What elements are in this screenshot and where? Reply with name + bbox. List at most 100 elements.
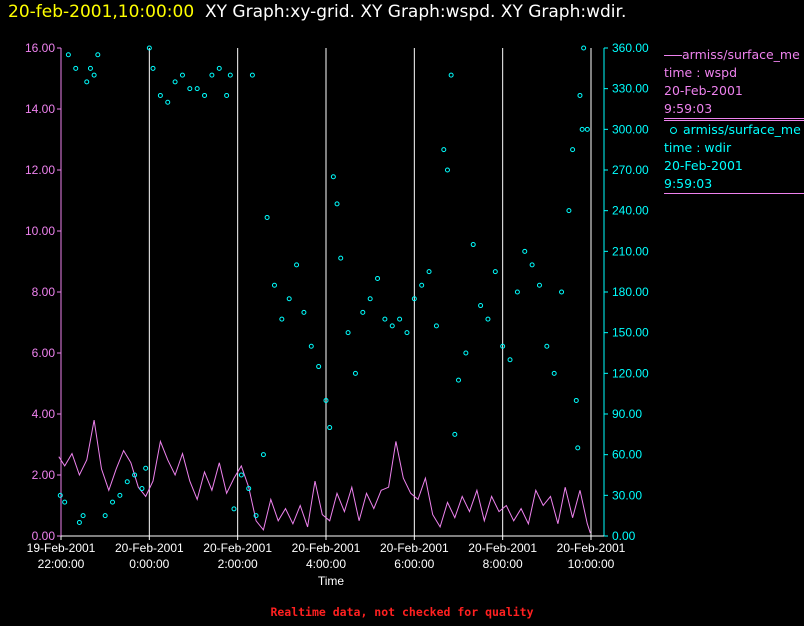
y-left-tick-label: 14.00	[25, 102, 55, 116]
wdir-point	[478, 303, 484, 309]
wdir-point	[544, 343, 550, 349]
wdir-point	[581, 45, 587, 51]
wdir-point	[84, 79, 90, 85]
x-tick-date: 19-Feb-2001	[27, 541, 96, 555]
timestamp-label: 20-feb-2001,10:00:00	[8, 2, 195, 22]
y-left-tick-label: 8.00	[32, 285, 56, 299]
wdir-point	[124, 479, 130, 485]
wdir-point	[485, 316, 491, 322]
wdir-series	[57, 45, 590, 525]
wdir-point	[209, 72, 215, 78]
wdir-point	[352, 370, 358, 376]
wdir-point	[271, 282, 277, 288]
wdir-point	[536, 282, 542, 288]
wdir-point	[294, 262, 300, 268]
legend-dot-swatch	[670, 127, 677, 134]
y-right-tick-label: 270.00	[612, 163, 649, 177]
y-right-tick-label: 0.00	[612, 529, 636, 543]
wdir-point	[433, 323, 439, 329]
legend-wspd-time: 9:59:03	[664, 101, 713, 116]
wdir-point	[522, 248, 528, 254]
x-tick-date: 20-Feb-2001	[292, 541, 361, 555]
wdir-point	[110, 499, 116, 505]
y-right-tick-label: 150.00	[612, 326, 649, 340]
legend-wdir-date: 20-Feb-2001	[664, 158, 743, 173]
wdir-point	[117, 492, 123, 498]
wdir-point	[529, 262, 535, 268]
wdir-point	[579, 126, 585, 132]
y-right-tick-label: 300.00	[612, 122, 649, 136]
wdir-point	[514, 289, 520, 295]
wdir-point	[551, 370, 557, 376]
y-right-tick-label: 360.00	[612, 41, 649, 55]
wdir-point	[249, 72, 255, 78]
wdir-point	[441, 147, 447, 153]
y-left-tick-label: 4.00	[32, 407, 56, 421]
time-axis-ticks: 19-Feb-2001 22:00:00 20-Feb-2001 0:00:00 20-…	[27, 536, 626, 571]
wdir-point	[224, 92, 230, 98]
wdir-point	[150, 65, 156, 71]
y-right-tick-label: 30.00	[612, 488, 642, 502]
wspd-series	[58, 420, 591, 534]
wdir-point	[426, 269, 432, 275]
wdir-point	[91, 72, 97, 78]
wdir-point	[231, 506, 237, 512]
wdir-point	[62, 499, 68, 505]
wdir-point	[382, 316, 388, 322]
wdir-point	[286, 296, 292, 302]
wdir-point	[172, 79, 178, 85]
x-tick-time: 2:00:00	[218, 557, 258, 571]
y-right-tick-label: 120.00	[612, 366, 649, 380]
wdir-point	[367, 296, 373, 302]
wdir-point	[238, 472, 244, 478]
wdir-point	[260, 452, 266, 458]
wdir-point	[87, 65, 93, 71]
wdir-point	[507, 357, 513, 363]
y-left-tick-label: 16.00	[25, 41, 55, 55]
wdir-point	[448, 72, 454, 78]
x-tick-time: 4:00:00	[306, 557, 346, 571]
legend-wspd: armiss/surface_me time : wspd 20-Feb-200…	[664, 46, 804, 119]
wdir-point	[419, 282, 425, 288]
y-right-tick-label: 330.00	[612, 82, 649, 96]
wdir-point	[165, 99, 171, 105]
wdir-point	[411, 296, 417, 302]
wdir-point	[146, 45, 152, 51]
wdir-point	[584, 126, 590, 132]
wdir-point	[345, 330, 351, 336]
wdir-point	[132, 472, 138, 478]
wdir-point	[570, 147, 576, 153]
y-right-tick-label: 180.00	[612, 285, 649, 299]
legend-line-swatch	[664, 55, 682, 56]
wdir-point	[338, 255, 344, 261]
wdir-point	[76, 519, 82, 525]
wdir-point	[334, 201, 340, 207]
wdir-point	[500, 343, 506, 349]
y-left-tick-label: 2.00	[32, 468, 56, 482]
wdir-point	[65, 52, 71, 58]
wdir-point	[360, 309, 366, 315]
wdir-point	[216, 65, 222, 71]
wdir-point	[279, 316, 285, 322]
wdir-point	[57, 492, 63, 498]
wdir-point	[194, 86, 200, 92]
y-right-tick-label: 210.00	[612, 244, 649, 258]
legend-wspd-field: time : wspd	[664, 65, 738, 80]
x-tick-date: 20-Feb-2001	[557, 541, 626, 555]
legend-wdir-name: armiss/surface_me	[683, 122, 801, 137]
x-tick-time: 10:00:00	[568, 557, 615, 571]
wdir-point	[323, 397, 329, 403]
quality-notice: Realtime data, not checked for quality	[270, 605, 534, 619]
xy-plot: 0.00 2.00 4.00 6.00 8.00 10.00 12.00 14.00 16.00…	[25, 41, 649, 588]
x-tick-date: 20-Feb-2001	[203, 541, 272, 555]
legend-wspd-name: armiss/surface_me	[682, 47, 800, 62]
wdir-point	[577, 92, 583, 98]
x-tick-time: 8:00:00	[483, 557, 523, 571]
legend-wspd-date: 20-Feb-2001	[664, 83, 743, 98]
wdir-point	[143, 465, 149, 471]
wdir-point	[139, 486, 145, 492]
wdir-point	[327, 425, 333, 431]
wdir-point	[73, 65, 79, 71]
x-tick-time: 0:00:00	[129, 557, 169, 571]
wdir-point	[187, 86, 193, 92]
